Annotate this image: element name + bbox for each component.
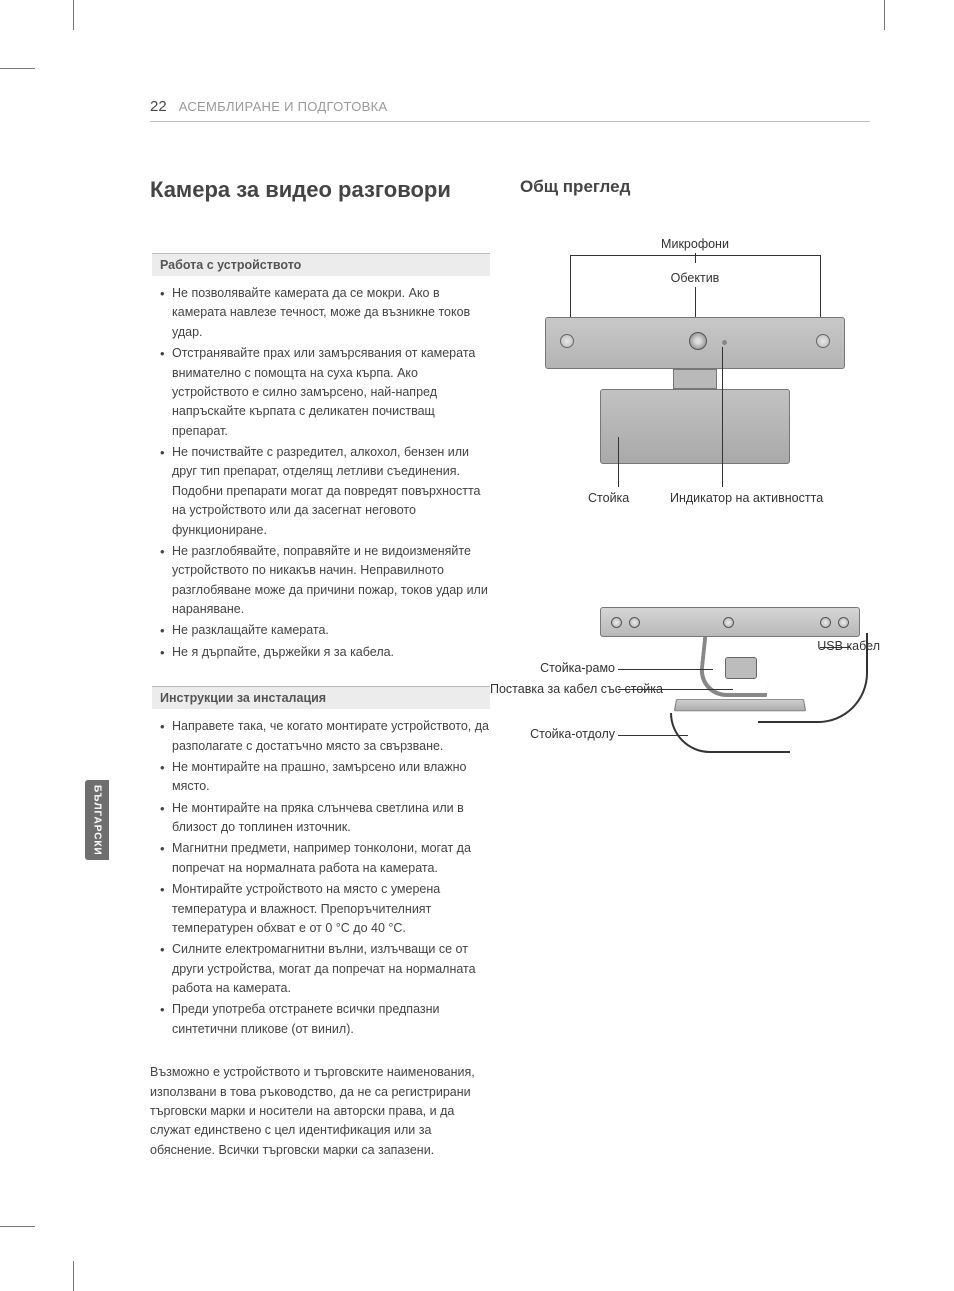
list-item: Магнитни предмети, например тонколони, м… — [172, 839, 490, 878]
overview-title: Общ преглед — [520, 177, 870, 197]
microphone-icon — [560, 334, 574, 348]
page-content: 22 АСЕМБЛИРАНЕ И ПОДГОТОВКА Камера за ви… — [150, 98, 870, 1160]
list-item: Не я дърпайте, държейки я за кабела. — [172, 643, 490, 662]
leader-line — [618, 437, 619, 487]
label-bottom: Стойка-отдолу — [520, 727, 615, 741]
list-item: Не монтирайте на прашно, замърсено или в… — [172, 758, 490, 797]
mount-hole-icon — [611, 617, 622, 628]
list-item: Не позволявайте камерата да се мокри. Ак… — [172, 284, 490, 342]
label-activity: Индикатор на активността — [670, 491, 790, 505]
subheading-operation: Работа с устройството — [152, 253, 490, 276]
crop-mark — [0, 1226, 35, 1227]
install-list: Направете така, че когато монтирате устр… — [150, 717, 490, 1039]
camera-neck — [673, 369, 717, 389]
crop-mark — [0, 68, 35, 69]
leader-line — [570, 255, 696, 256]
crop-mark — [73, 1261, 74, 1291]
list-item: Монтирайте устройството на място с умере… — [172, 880, 490, 938]
list-item: Отстранявайте прах или замърсявания от к… — [172, 344, 490, 441]
mount-hole-icon — [820, 617, 831, 628]
lens-icon — [689, 332, 707, 350]
camera-stand — [600, 389, 790, 464]
list-item: Не разглобявайте, поправяйте и не видоиз… — [172, 542, 490, 620]
leader-line — [820, 647, 850, 648]
subheading-install: Инструкции за инсталация — [152, 686, 490, 709]
main-title: Камера за видео разговори — [150, 177, 490, 203]
operation-list: Не позволявайте камерата да се мокри. Ак… — [150, 284, 490, 662]
list-item: Не разклащайте камерата. — [172, 621, 490, 640]
label-microphones: Микрофони — [640, 237, 750, 251]
leader-line — [722, 347, 723, 487]
leader-line — [695, 255, 821, 256]
leader-line — [618, 689, 733, 690]
trailing-note: Възможно е устройството и търговските на… — [150, 1063, 490, 1160]
right-column: Общ преглед Микрофони Обектив — [520, 177, 870, 1160]
camera-body — [545, 317, 845, 369]
header-title: АСЕМБЛИРАНЕ И ПОДГОТОВКА — [179, 99, 388, 114]
stand-joint — [725, 657, 757, 679]
left-column: Камера за видео разговори Работа с устро… — [150, 177, 490, 1160]
crop-mark — [884, 0, 885, 30]
led-icon — [722, 340, 727, 345]
microphone-icon — [816, 334, 830, 348]
list-item: Не монтирайте на пряка слънчева светлина… — [172, 799, 490, 838]
crop-mark — [73, 0, 74, 30]
label-stand: Стойка — [588, 491, 629, 505]
page-number: 22 — [150, 98, 167, 115]
list-item: Силните електромагнитни вълни, излъчващи… — [172, 940, 490, 998]
usb-cable — [670, 713, 790, 753]
leader-line — [618, 735, 688, 736]
label-holder: Поставка за кабел със стойка — [490, 681, 615, 697]
list-item: Направете така, че когато монтирате устр… — [172, 717, 490, 756]
mount-hole-icon — [723, 617, 734, 628]
page-header: 22 АСЕМБЛИРАНЕ И ПОДГОТОВКА — [150, 98, 870, 122]
list-item: Не почиствайте с разредител, алкохол, бе… — [172, 443, 490, 540]
list-item: Преди употреба отстранете всички предпаз… — [172, 1000, 490, 1039]
label-usb: USB кабел — [817, 639, 880, 653]
mount-hole-icon — [838, 617, 849, 628]
language-tab: БЪЛГАРСКИ — [85, 780, 109, 860]
leader-line — [618, 669, 713, 670]
label-arm: Стойка-рамо — [520, 661, 615, 675]
label-lens: Обектив — [660, 271, 730, 285]
mount-hole-icon — [629, 617, 640, 628]
diagram-front: Микрофони Обектив Стойка — [520, 237, 870, 557]
diagram-rear: USB кабел Стойка-рамо Поставка за кабел … — [520, 597, 870, 807]
